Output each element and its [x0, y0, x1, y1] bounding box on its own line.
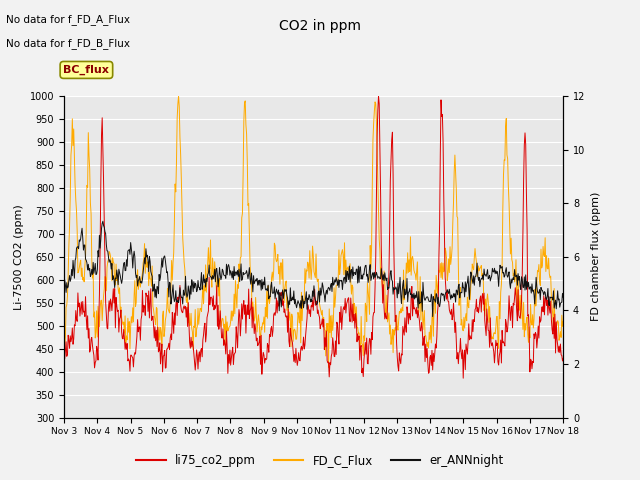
Text: BC_flux: BC_flux	[63, 65, 109, 75]
Y-axis label: Li-7500 CO2 (ppm): Li-7500 CO2 (ppm)	[14, 204, 24, 310]
Text: CO2 in ppm: CO2 in ppm	[279, 19, 361, 33]
Text: No data for f_FD_B_Flux: No data for f_FD_B_Flux	[6, 38, 131, 49]
Y-axis label: FD chamber flux (ppm): FD chamber flux (ppm)	[591, 192, 601, 322]
Text: No data for f_FD_A_Flux: No data for f_FD_A_Flux	[6, 14, 131, 25]
Legend: li75_co2_ppm, FD_C_Flux, er_ANNnight: li75_co2_ppm, FD_C_Flux, er_ANNnight	[131, 449, 509, 472]
